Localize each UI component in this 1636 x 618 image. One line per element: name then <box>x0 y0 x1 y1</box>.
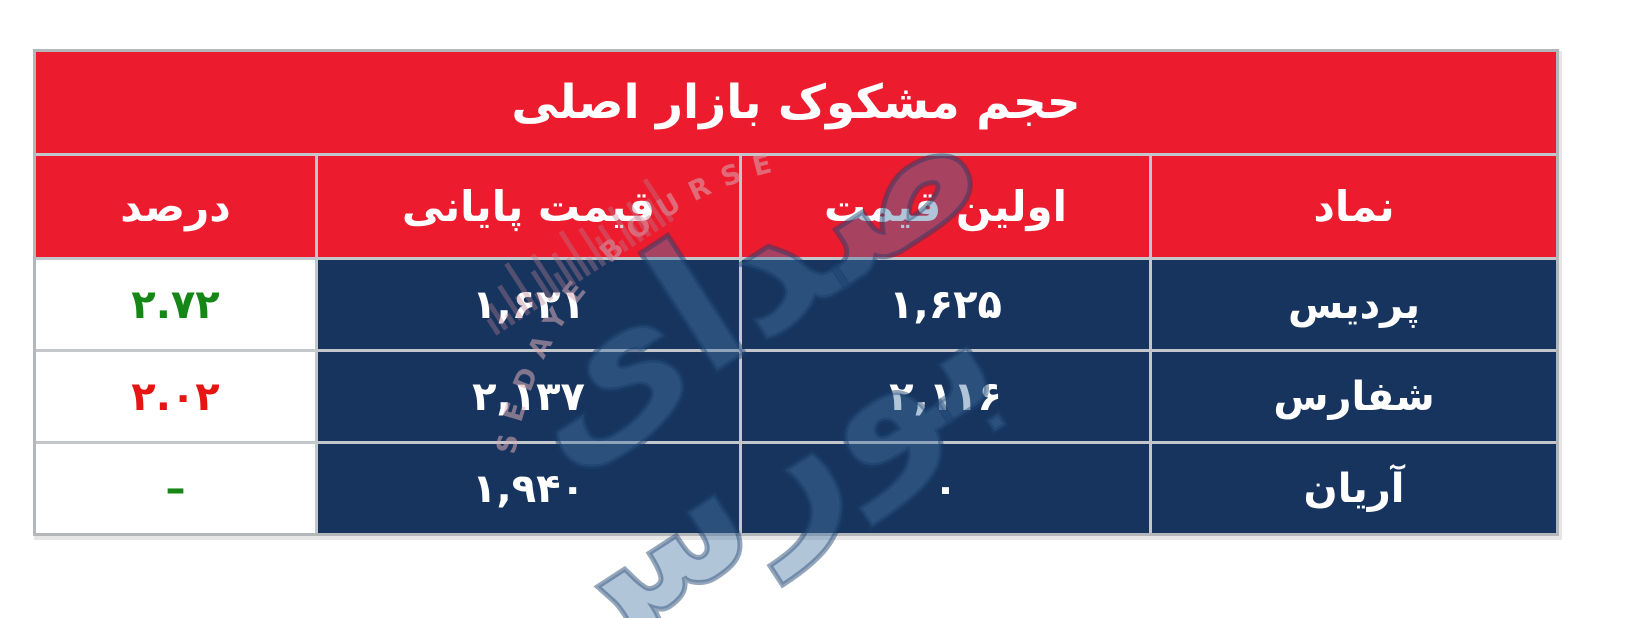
first-price-cell: ۰ <box>742 444 1149 533</box>
symbol-cell: شفارس <box>1152 352 1556 441</box>
suspicious-volume-table: حجم مشکوک بازار اصلی نماد اولین قیمت قیم… <box>33 49 1559 536</box>
column-header-percent: درصد <box>36 156 315 257</box>
column-header-close-price: قیمت پایانی <box>318 156 739 257</box>
table-title: حجم مشکوک بازار اصلی <box>36 52 1556 153</box>
column-header-symbol: نماد <box>1152 156 1556 257</box>
percent-value: ۲.۰۲ <box>131 373 220 420</box>
symbol-cell: پردیس <box>1152 260 1556 349</box>
first-price-cell: ۱,۶۲۵ <box>742 260 1149 349</box>
close-price-cell: ۱,۶۲۱ <box>318 260 739 349</box>
first-price-cell: ۲,۱۱۶ <box>742 352 1149 441</box>
symbol-cell: آریان <box>1152 444 1556 533</box>
percent-cell: – <box>36 444 315 533</box>
column-header-first-price: اولین قیمت <box>742 156 1149 257</box>
percent-cell: ۲.۰۲ <box>36 352 315 441</box>
close-price-cell: ۲,۱۳۷ <box>318 352 739 441</box>
percent-value: ۲.۷۲ <box>131 281 220 328</box>
percent-cell: ۲.۷۲ <box>36 260 315 349</box>
close-price-cell: ۱,۹۴۰ <box>318 444 739 533</box>
market-table-grid: حجم مشکوک بازار اصلی نماد اولین قیمت قیم… <box>33 49 1559 536</box>
percent-value: – <box>165 465 186 512</box>
